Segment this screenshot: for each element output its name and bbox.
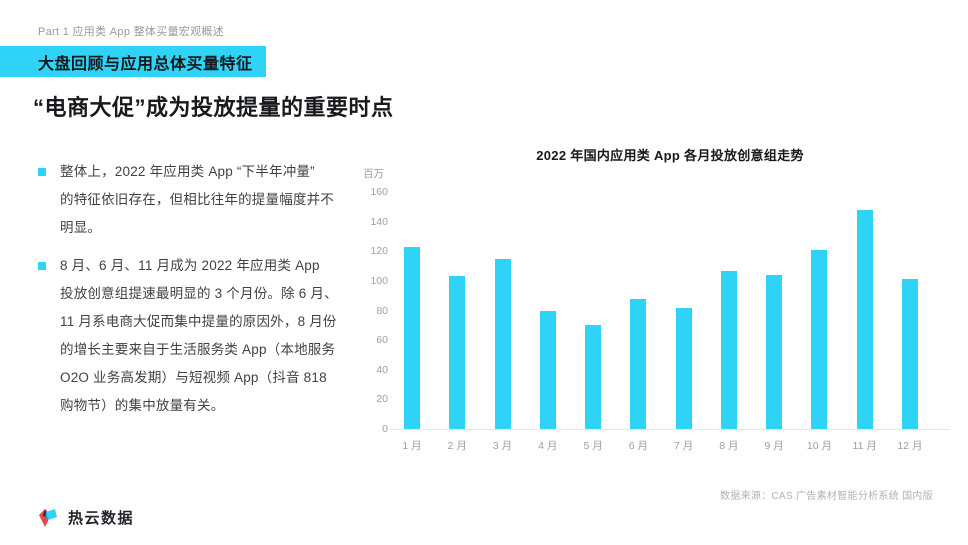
- bullet-square-icon: [38, 168, 46, 176]
- bar-3月: [494, 258, 511, 429]
- x-label-4月: 4 月: [538, 440, 558, 452]
- bar-6月: [630, 298, 647, 429]
- bar-12月: [901, 279, 918, 429]
- bar-11月: [856, 209, 873, 429]
- bar-1月: [404, 246, 420, 429]
- x-label-5月: 5 月: [583, 440, 603, 452]
- bullet-list: 整体上，2022 年应用类 App “下半年冲量” 的特征依旧存在，但相比往年的…: [38, 158, 354, 430]
- x-label-9月: 9 月: [764, 440, 784, 452]
- bar-10月: [811, 249, 828, 429]
- bar-9月: [766, 274, 783, 429]
- bar-8月: [720, 270, 737, 429]
- brand-logo: 热云数据: [34, 504, 134, 530]
- x-label-12月: 12 月: [897, 440, 923, 452]
- reyun-logo-icon: [39, 509, 57, 527]
- bullet-item: 整体上，2022 年应用类 App “下半年冲量” 的特征依旧存在，但相比往年的…: [38, 158, 354, 242]
- bar-4月: [539, 310, 556, 429]
- bullet-text: 8 月、6 月、11 月成为 2022 年应用类 App 投放创意组提速最明显的…: [60, 258, 338, 413]
- x-label-1月: 1 月: [402, 440, 422, 452]
- page-title: “电商大促”成为投放提量的重要时点: [33, 95, 394, 120]
- x-label-11月: 11 月: [852, 440, 877, 452]
- brand-logo-text: 热云数据: [68, 509, 135, 527]
- x-label-6月: 6 月: [628, 440, 648, 452]
- x-label-10月: 10 月: [806, 440, 832, 452]
- bar-2月: [449, 276, 466, 429]
- x-label-8月: 8 月: [719, 440, 739, 452]
- x-axis-line: [390, 429, 950, 430]
- x-label-3月: 3 月: [492, 440, 513, 452]
- section-banner-label: 大盘回顾与应用总体买量特征: [38, 55, 253, 73]
- part-label: Part 1 应用类 App 整体买量宏观概述: [38, 26, 224, 38]
- bullet-text: 整体上，2022 年应用类 App “下半年冲量” 的特征依旧存在，但相比往年的…: [60, 164, 334, 235]
- bar-7月: [675, 307, 692, 429]
- bullet-item: 8 月、6 月、11 月成为 2022 年应用类 App 投放创意组提速最明显的…: [38, 252, 354, 420]
- chart-title: 2022 年国内应用类 App 各月投放创意组走势: [536, 148, 804, 163]
- bullet-square-icon: [38, 262, 46, 270]
- data-source-note: 数据来源：CAS 广告素材智能分析系统 国内版: [719, 491, 933, 502]
- x-label-7月: 7 月: [673, 440, 694, 452]
- section-banner: 大盘回顾与应用总体买量特征: [0, 46, 266, 77]
- bar-5月: [585, 325, 602, 429]
- x-label-2月: 2 月: [447, 440, 467, 452]
